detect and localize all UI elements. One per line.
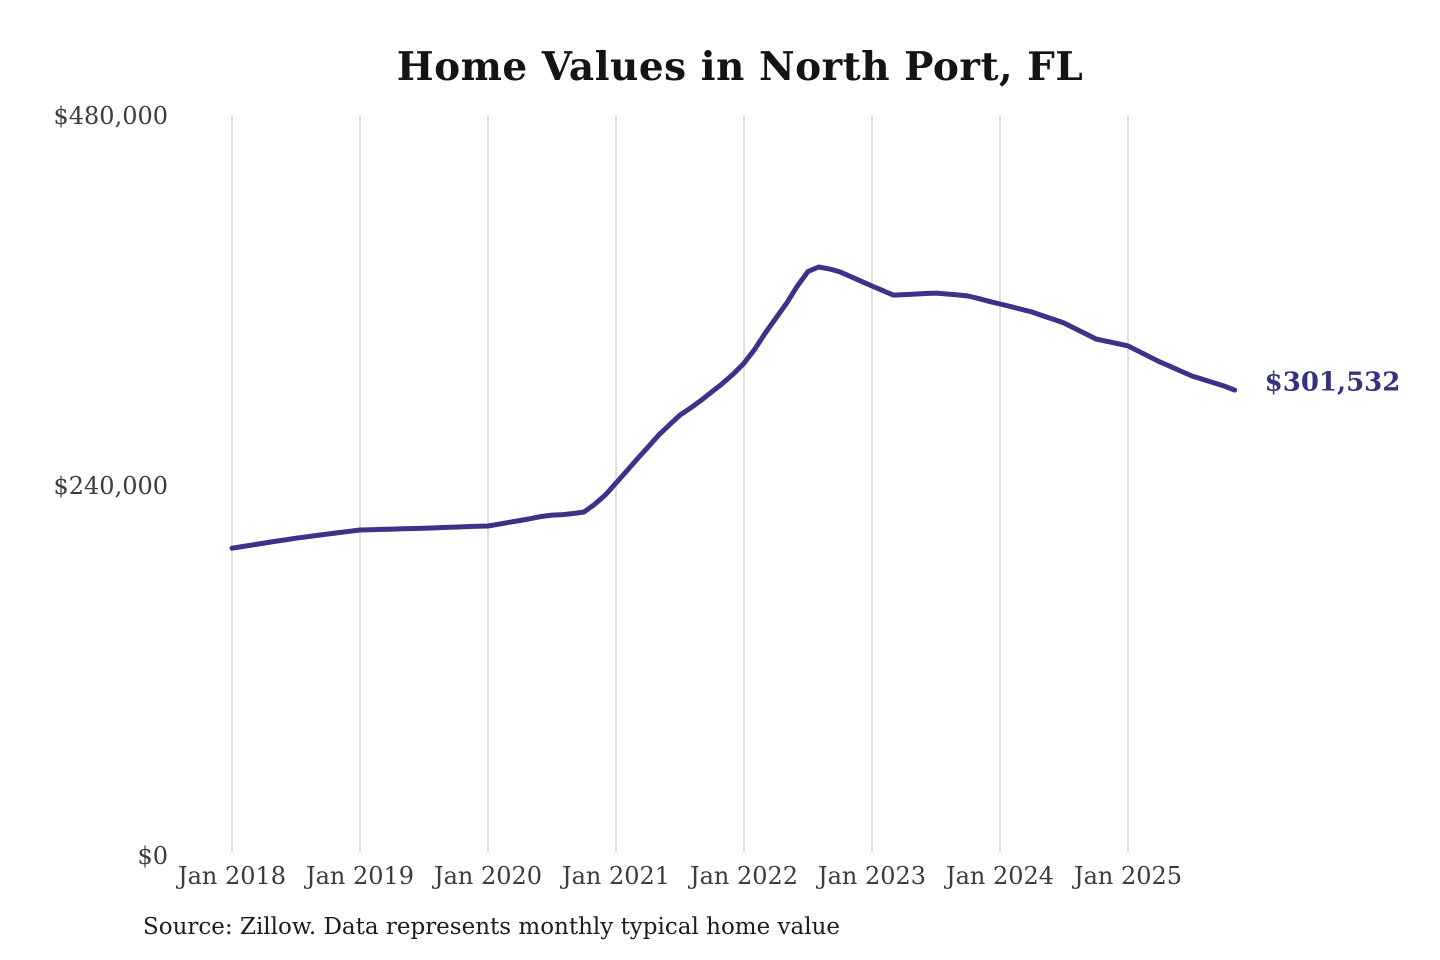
y-tick-label: $240,000 (53, 472, 168, 500)
x-tick-label: Jan 2022 (687, 862, 798, 890)
x-tick-label: Jan 2024 (943, 862, 1054, 890)
x-tick-label: Jan 2021 (559, 862, 670, 890)
y-axis-labels-group: $480,000 $240,000 $0 (53, 102, 168, 870)
y-tick-label: $0 (137, 842, 168, 870)
home-value-line (229, 264, 1238, 551)
source-note: Source: Zillow. Data represents monthly … (143, 914, 841, 940)
gridlines-group (231, 115, 1129, 852)
y-tick-label: $480,000 (53, 102, 168, 130)
x-tick-label: Jan 2019 (303, 862, 414, 890)
x-tick-label: Jan 2018 (175, 862, 286, 890)
x-tick-label: Jan 2020 (431, 862, 542, 890)
final-value-label: $301,532 (1265, 368, 1401, 398)
chart-title: Home Values in North Port, FL (396, 44, 1084, 90)
x-tick-label: Jan 2023 (815, 862, 926, 890)
x-axis-labels-group: Jan 2018 Jan 2019 Jan 2020 Jan 2021 Jan 2022… (175, 862, 1182, 890)
x-tick-label: Jan 2025 (1071, 862, 1182, 890)
